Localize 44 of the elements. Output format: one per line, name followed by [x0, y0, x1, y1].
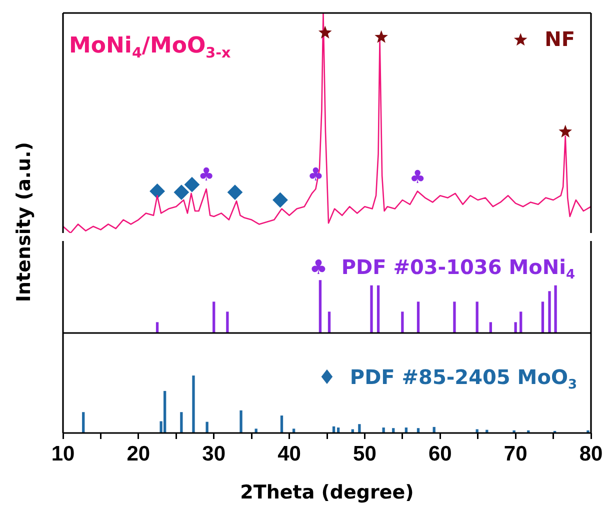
point [227, 184, 242, 200]
x-tick-label: 80 [579, 442, 603, 466]
bar [212, 302, 216, 333]
bar [370, 285, 373, 333]
bar [416, 302, 420, 333]
point [558, 124, 572, 138]
x-tick-label: 40 [278, 442, 301, 466]
bar [554, 285, 557, 333]
bar [180, 412, 183, 433]
y-axis-title: Intensity (a.u.) [13, 142, 35, 302]
bar [328, 312, 331, 333]
x-tick-label: 30 [202, 442, 226, 466]
x-tick-label: 20 [126, 442, 150, 466]
x-tick-label: 10 [51, 442, 75, 466]
bar [541, 302, 544, 333]
bar [548, 291, 551, 333]
x-tick-label: 60 [428, 442, 452, 466]
annotation: ♣ [409, 166, 426, 188]
bar [401, 312, 404, 333]
point [150, 184, 165, 199]
bar [520, 312, 522, 333]
bar [226, 312, 229, 333]
bar [358, 424, 361, 433]
bar [240, 410, 242, 433]
x-tick-label: 70 [504, 442, 528, 466]
annotation: ♣ [198, 164, 214, 186]
legend-label: NF [544, 27, 576, 52]
bar [82, 412, 85, 433]
point [174, 184, 189, 200]
bar [192, 376, 195, 433]
bar [206, 422, 208, 433]
bar [453, 302, 456, 333]
point [184, 177, 200, 192]
bar [514, 322, 517, 333]
point [374, 30, 388, 43]
bar [164, 390, 166, 433]
x-axis-title: 2Theta (degree) [240, 482, 414, 504]
bar [376, 285, 380, 333]
bar [382, 428, 385, 433]
bar [476, 302, 478, 333]
point [272, 192, 288, 208]
bar [318, 280, 322, 333]
x-tick-label: 50 [353, 442, 376, 466]
point [318, 26, 332, 38]
